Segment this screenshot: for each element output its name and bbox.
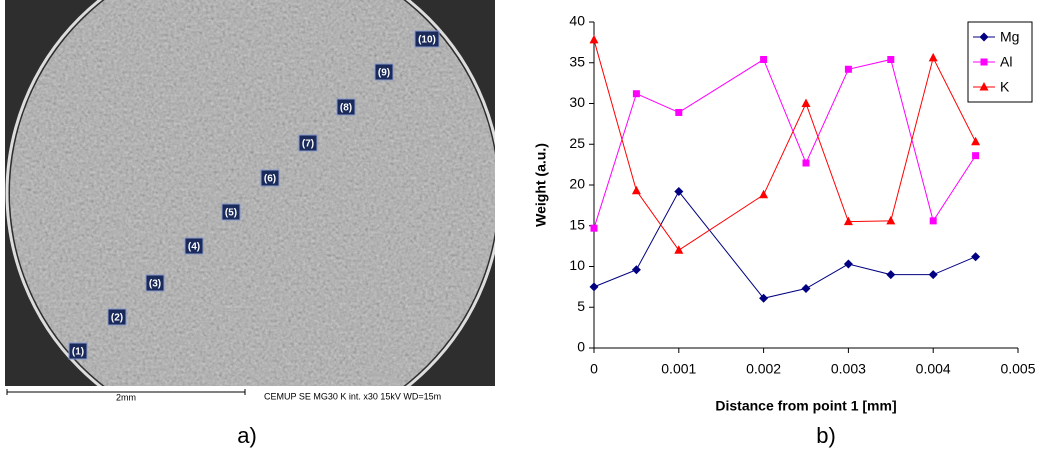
series-line: [593, 190, 976, 299]
x-tick-label: 0.005: [1000, 361, 1035, 377]
point-label: (4): [188, 242, 200, 253]
marker: [759, 189, 769, 199]
marker: [843, 216, 853, 226]
marker: [674, 245, 684, 254]
y-tick-label: 10: [569, 257, 585, 273]
marker: [843, 259, 853, 269]
marker: [886, 270, 896, 280]
marker: [631, 185, 641, 195]
marker: [979, 82, 989, 91]
image-info: CEMUP SE MG30 K int. x30 15kV WD=15m: [264, 391, 441, 401]
marker: [802, 159, 810, 167]
point-badge: [145, 274, 165, 292]
marker: [674, 187, 684, 197]
marker: [589, 34, 599, 44]
point-badge: [298, 134, 318, 152]
point-label: (1): [72, 347, 84, 358]
series-line: [593, 39, 977, 251]
marker: [980, 58, 988, 66]
point-label: (6): [264, 174, 276, 185]
point-label: (9): [378, 68, 390, 79]
marker: [801, 98, 811, 107]
point-badge: [221, 203, 241, 221]
specimen-edge: [5, 0, 495, 386]
marker: [971, 252, 981, 262]
marker: [589, 282, 599, 292]
point-label: (8): [340, 103, 352, 114]
y-tick-label: 25: [569, 135, 585, 151]
marker: [928, 270, 938, 280]
point-label: (3): [149, 279, 161, 290]
marker: [886, 215, 896, 225]
x-tick-label: 0.002: [746, 361, 781, 377]
point-badge: [107, 308, 127, 326]
x-tick-label: 0.001: [661, 361, 696, 377]
marker: [928, 52, 938, 62]
panel-label: b): [816, 423, 836, 448]
marker: [759, 293, 769, 303]
sem-image: [5, 0, 495, 386]
marker: [632, 90, 640, 98]
point-label: (2): [111, 313, 123, 324]
point-badge: [414, 30, 440, 48]
marker: [972, 152, 980, 160]
series-line: [593, 58, 977, 229]
panel-label: a): [237, 423, 257, 448]
point-badge: [336, 98, 356, 116]
point-badge: [260, 169, 280, 187]
scale-bar-label: 2mm: [116, 392, 136, 402]
marker: [844, 65, 852, 73]
marker: [979, 32, 989, 42]
point-label: (7): [302, 139, 314, 150]
y-axis-title: Weight (a.u.): [533, 143, 549, 227]
point-badge: [68, 342, 88, 360]
y-tick-label: 20: [569, 176, 585, 192]
point-label: (10): [418, 35, 436, 46]
x-tick-label: 0.003: [831, 361, 866, 377]
y-tick-label: 0: [577, 339, 585, 355]
marker: [887, 55, 895, 63]
marker: [675, 108, 683, 116]
marker: [929, 217, 937, 225]
legend-label: K: [1000, 79, 1010, 95]
legend-label: Al: [1000, 54, 1012, 70]
y-tick-label: 35: [569, 53, 585, 69]
marker: [631, 265, 641, 275]
x-tick-label: 0: [590, 361, 598, 377]
x-tick-label: 0.004: [916, 361, 951, 377]
point-badge: [184, 237, 204, 255]
line-chart: 0 5 10 15 20 25 30 35 40 0 0.001 0.002 0.003 0.004 0.0…: [533, 13, 1036, 414]
x-axis-title: Distance from point 1 [mm]: [715, 398, 896, 414]
point-labels: (1) (2) (3) (4) (5) (6) (7) (8) (9) (10): [68, 30, 440, 360]
y-tick-label: 30: [569, 94, 585, 110]
y-tick-label: 5: [577, 298, 585, 314]
specimen-texture: [10, 0, 495, 386]
y-tick-label: 40: [569, 13, 585, 29]
y-tick-label: 15: [569, 216, 585, 232]
marker: [760, 55, 768, 63]
point-label: (5): [225, 208, 237, 219]
legend-label: Mg: [1000, 29, 1019, 45]
marker: [590, 224, 598, 232]
marker: [801, 284, 811, 294]
point-badge: [374, 63, 394, 81]
marker: [971, 136, 981, 146]
info-bar: [5, 386, 495, 406]
